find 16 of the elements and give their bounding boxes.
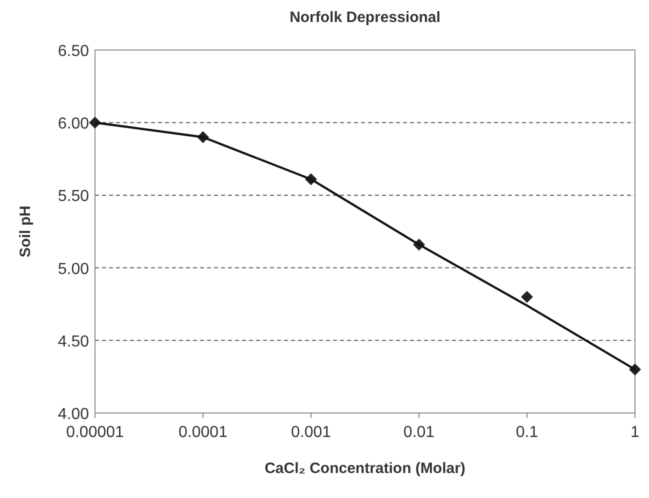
point (521, 290, 533, 303)
x-tick-label: 0.1 (516, 424, 538, 441)
y-tick-label: 4.00 (58, 406, 90, 423)
y-tick-label: 6.00 (58, 116, 90, 133)
y-tick-label: 4.50 (58, 333, 90, 350)
chart-title: Norfolk Depressional (290, 9, 440, 26)
x-tick-label: 0.0001 (178, 424, 228, 441)
x-tick-label: 1 (630, 424, 640, 441)
y-tick-label: 5.00 (58, 260, 90, 278)
x-tick-label: 0.001 (290, 424, 332, 441)
x-tick-label: 0.01 (403, 424, 435, 441)
x-tick-label: 0.00001 (66, 424, 124, 441)
y-tick-label: 5.50 (58, 188, 90, 206)
y-tick-label: 6.50 (58, 43, 90, 60)
y-axis-title: Soil pH (17, 206, 34, 258)
x-axis-title: CaCl₂ Concentration (Molar) (264, 460, 466, 477)
